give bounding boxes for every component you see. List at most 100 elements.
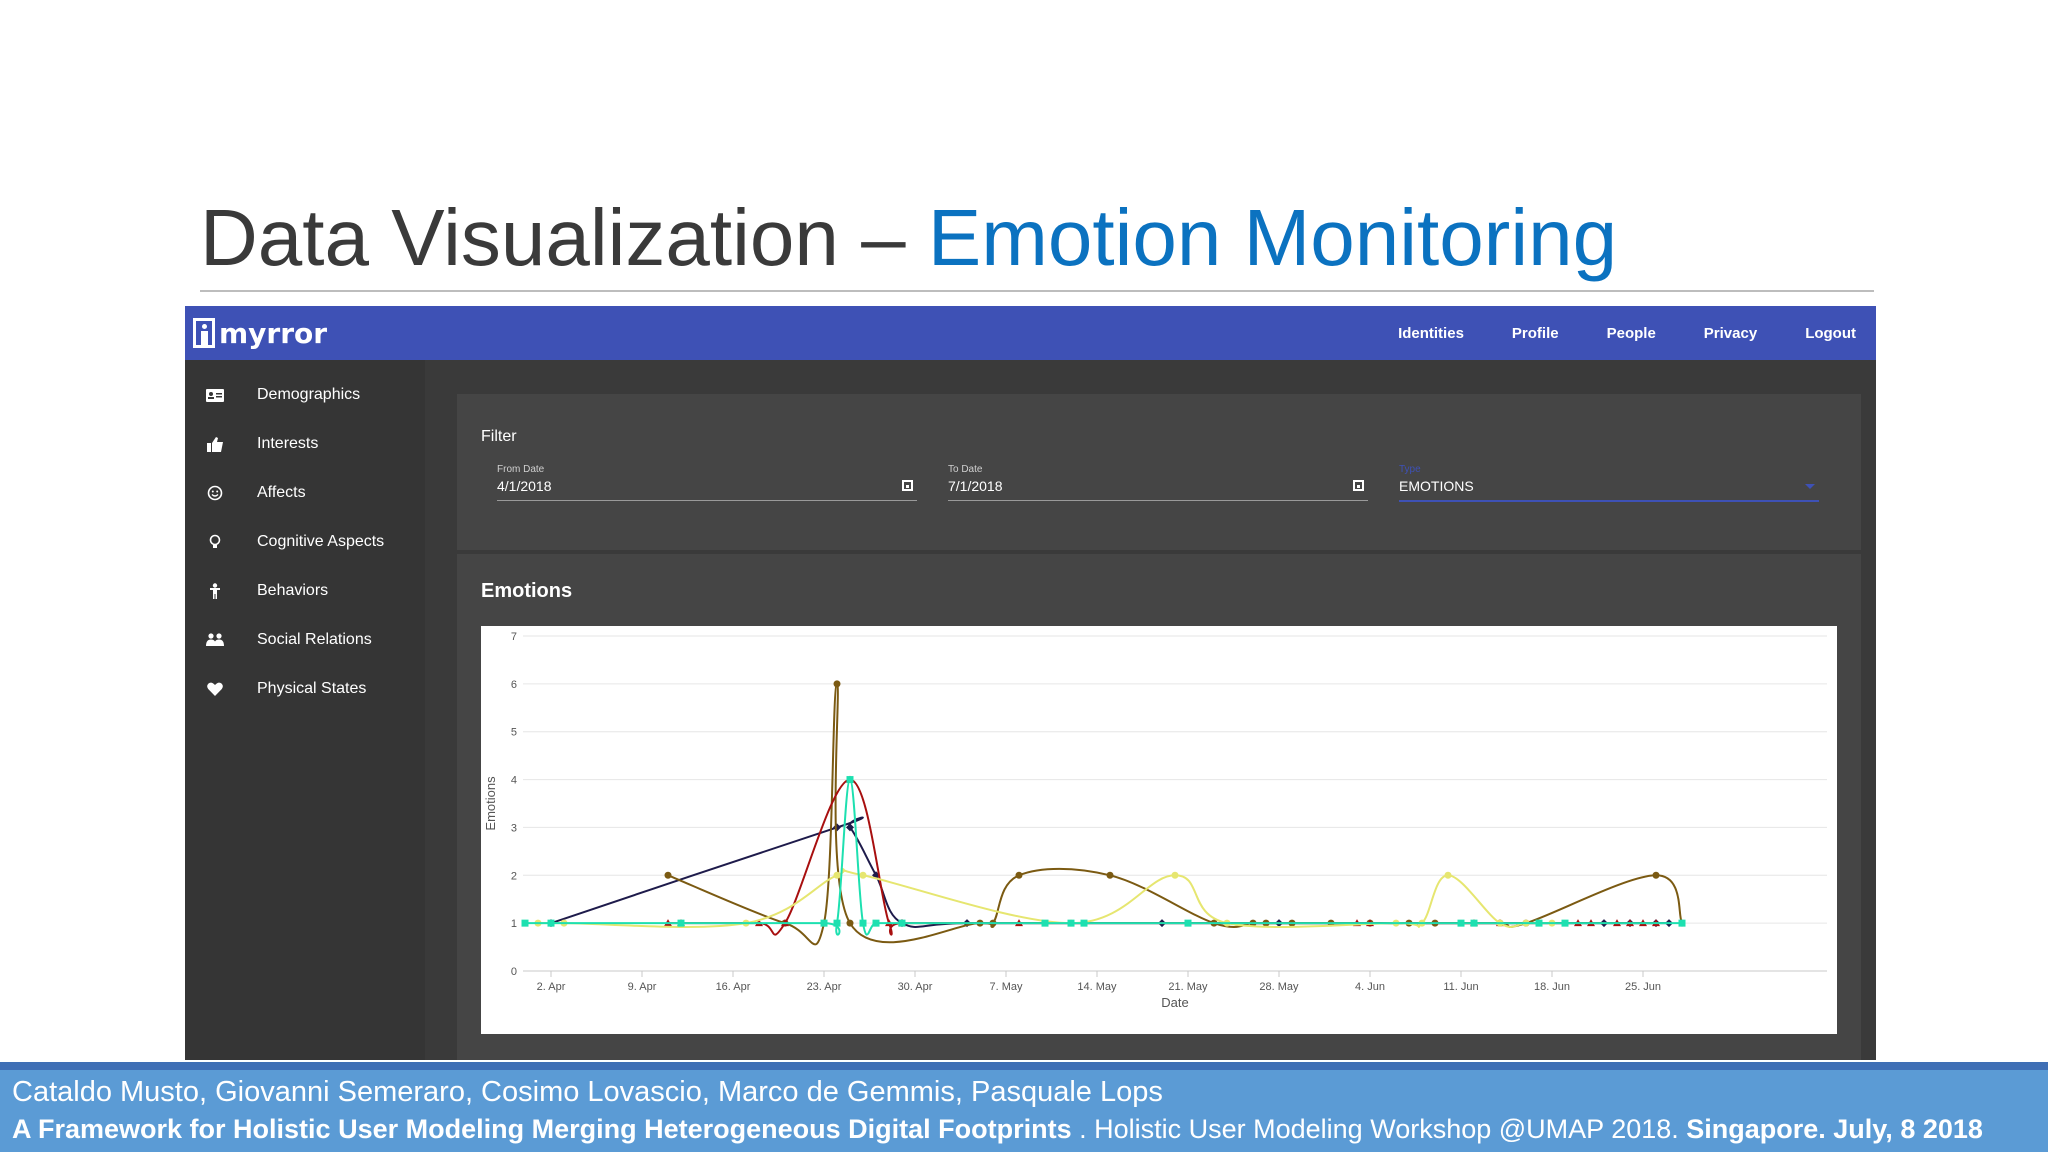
x-tick-label: 2. Apr xyxy=(537,981,566,993)
emotions-card: Emotions 0 1 2 3 4 5 6 7 2. Apr 9. Apr 16. Apr 23. … xyxy=(457,554,1861,1060)
data-point xyxy=(521,919,529,927)
slide-footer: Cataldo Musto, Giovanni Semeraro, Cosimo… xyxy=(0,1062,2048,1152)
filter-card: Filter From Date 4/1/2018 To Date 7/1/20… xyxy=(457,394,1861,550)
sidebar: Demographics Interests Affects Cognitive… xyxy=(185,360,425,1060)
chevron-down-icon[interactable] xyxy=(1805,484,1815,489)
data-point xyxy=(820,919,828,927)
data-point xyxy=(859,871,867,879)
x-tick-label: 25. Jun xyxy=(1625,981,1661,993)
series-line xyxy=(667,682,1683,946)
id-card-icon xyxy=(205,385,225,405)
group-icon xyxy=(205,630,225,650)
type-value[interactable]: EMOTIONS xyxy=(1399,478,1474,494)
to-date-value[interactable]: 7/1/2018 xyxy=(948,478,1003,494)
sidebar-item-demographics[interactable]: Demographics xyxy=(185,375,425,415)
emotions-title: Emotions xyxy=(481,580,573,602)
sidebar-item-interests[interactable]: Interests xyxy=(185,424,425,464)
data-point xyxy=(1067,919,1075,927)
calendar-icon[interactable] xyxy=(1353,480,1364,491)
to-date-label: To Date xyxy=(948,464,983,475)
data-point xyxy=(833,823,841,832)
myrror-app: myrror Identities Profile People Privacy… xyxy=(185,306,1876,1060)
data-point xyxy=(846,776,854,784)
data-point xyxy=(1106,871,1114,879)
y-tick-label: 1 xyxy=(511,918,517,930)
data-point xyxy=(833,919,841,927)
data-point xyxy=(1535,919,1543,927)
y-axis-title: Emotions xyxy=(483,776,498,831)
nav-identities[interactable]: Identities xyxy=(1398,324,1464,342)
data-point xyxy=(1470,919,1478,927)
sidebar-item-label: Social Relations xyxy=(257,631,372,648)
series-line xyxy=(667,778,1656,936)
data-point xyxy=(1457,919,1465,927)
x-tick-label: 11. Jun xyxy=(1443,981,1478,993)
y-tick-label: 4 xyxy=(511,775,517,787)
field-underline xyxy=(497,500,917,501)
sidebar-item-cognitive-aspects[interactable]: Cognitive Aspects xyxy=(185,522,425,562)
footer-paper-title: A Framework for Holistic User Modeling M… xyxy=(12,1114,1072,1144)
y-tick-label: 0 xyxy=(511,966,517,978)
heart-icon xyxy=(205,679,225,699)
sidebar-item-affects[interactable]: Affects xyxy=(185,473,425,513)
sidebar-item-label: Physical States xyxy=(257,680,367,697)
y-tick-label: 2 xyxy=(511,870,517,882)
data-point xyxy=(664,871,672,879)
data-point xyxy=(833,871,841,879)
x-tick-label: 28. May xyxy=(1259,981,1299,993)
sidebar-item-behaviors[interactable]: Behaviors xyxy=(185,571,425,611)
filter-title: Filter xyxy=(481,428,517,445)
x-tick-label: 30. Apr xyxy=(898,981,933,993)
sidebar-item-label: Demographics xyxy=(257,386,361,403)
data-point xyxy=(1080,919,1088,927)
field-underline xyxy=(948,500,1368,501)
field-underline xyxy=(1399,500,1819,502)
slide-title: Data Visualization – Emotion Monitoring xyxy=(200,190,1617,286)
logo-text: myrror xyxy=(219,316,328,350)
series-line xyxy=(537,867,1552,928)
nav-profile[interactable]: Profile xyxy=(1511,324,1559,342)
x-tick-label: 18. Jun xyxy=(1534,981,1570,993)
x-tick-label: 7. May xyxy=(989,981,1023,993)
emotions-chart: 0 1 2 3 4 5 6 7 2. Apr 9. Apr 16. Apr 23. Apr 30. Ap… xyxy=(481,626,1837,1034)
from-date-field[interactable]: From Date 4/1/2018 xyxy=(497,464,917,508)
data-point xyxy=(677,919,685,927)
type-label: Type xyxy=(1399,464,1421,475)
footer-authors: Cataldo Musto, Giovanni Semeraro, Cosimo… xyxy=(12,1076,1163,1108)
from-date-value[interactable]: 4/1/2018 xyxy=(497,478,552,494)
sidebar-item-label: Behaviors xyxy=(257,582,329,599)
calendar-icon[interactable] xyxy=(902,480,913,491)
nav-links: Identities Profile People Privacy Logout xyxy=(1398,306,1876,360)
emotions-line-chart: 0 1 2 3 4 5 6 7 2. Apr 9. Apr 16. Apr 23. Apr 30. Ap… xyxy=(483,631,1827,1010)
lightbulb-icon xyxy=(205,532,225,552)
type-select[interactable]: Type EMOTIONS xyxy=(1399,464,1819,508)
data-point xyxy=(872,919,880,927)
data-point xyxy=(1171,871,1179,879)
series-line xyxy=(524,778,1682,936)
data-point xyxy=(1041,919,1049,927)
data-point xyxy=(846,919,854,927)
x-tick-label: 23. Apr xyxy=(807,981,842,993)
sidebar-item-label: Interests xyxy=(257,435,319,452)
sidebar-item-physical-states[interactable]: Physical States xyxy=(185,669,425,709)
data-point xyxy=(1652,871,1660,879)
x-tick-label: 9. Apr xyxy=(628,981,657,993)
x-axis-title: Date xyxy=(1161,995,1188,1010)
smiley-icon xyxy=(205,483,225,503)
to-date-field[interactable]: To Date 7/1/2018 xyxy=(948,464,1368,508)
nav-people[interactable]: People xyxy=(1606,324,1656,342)
person-icon xyxy=(205,581,225,601)
footer-citation: A Framework for Holistic User Modeling M… xyxy=(12,1114,1983,1145)
data-point xyxy=(898,919,906,927)
myrror-logo[interactable]: myrror xyxy=(193,315,327,351)
sidebar-item-label: Affects xyxy=(257,484,306,501)
x-tick-label: 16. Apr xyxy=(716,981,751,993)
data-point xyxy=(1444,871,1452,879)
title-divider xyxy=(200,290,1874,292)
data-point xyxy=(547,919,555,927)
nav-logout[interactable]: Logout xyxy=(1805,324,1856,342)
data-point xyxy=(859,919,867,927)
nav-privacy[interactable]: Privacy xyxy=(1703,324,1758,342)
sidebar-item-social-relations[interactable]: Social Relations xyxy=(185,620,425,660)
sidebar-item-label: Cognitive Aspects xyxy=(257,533,385,550)
